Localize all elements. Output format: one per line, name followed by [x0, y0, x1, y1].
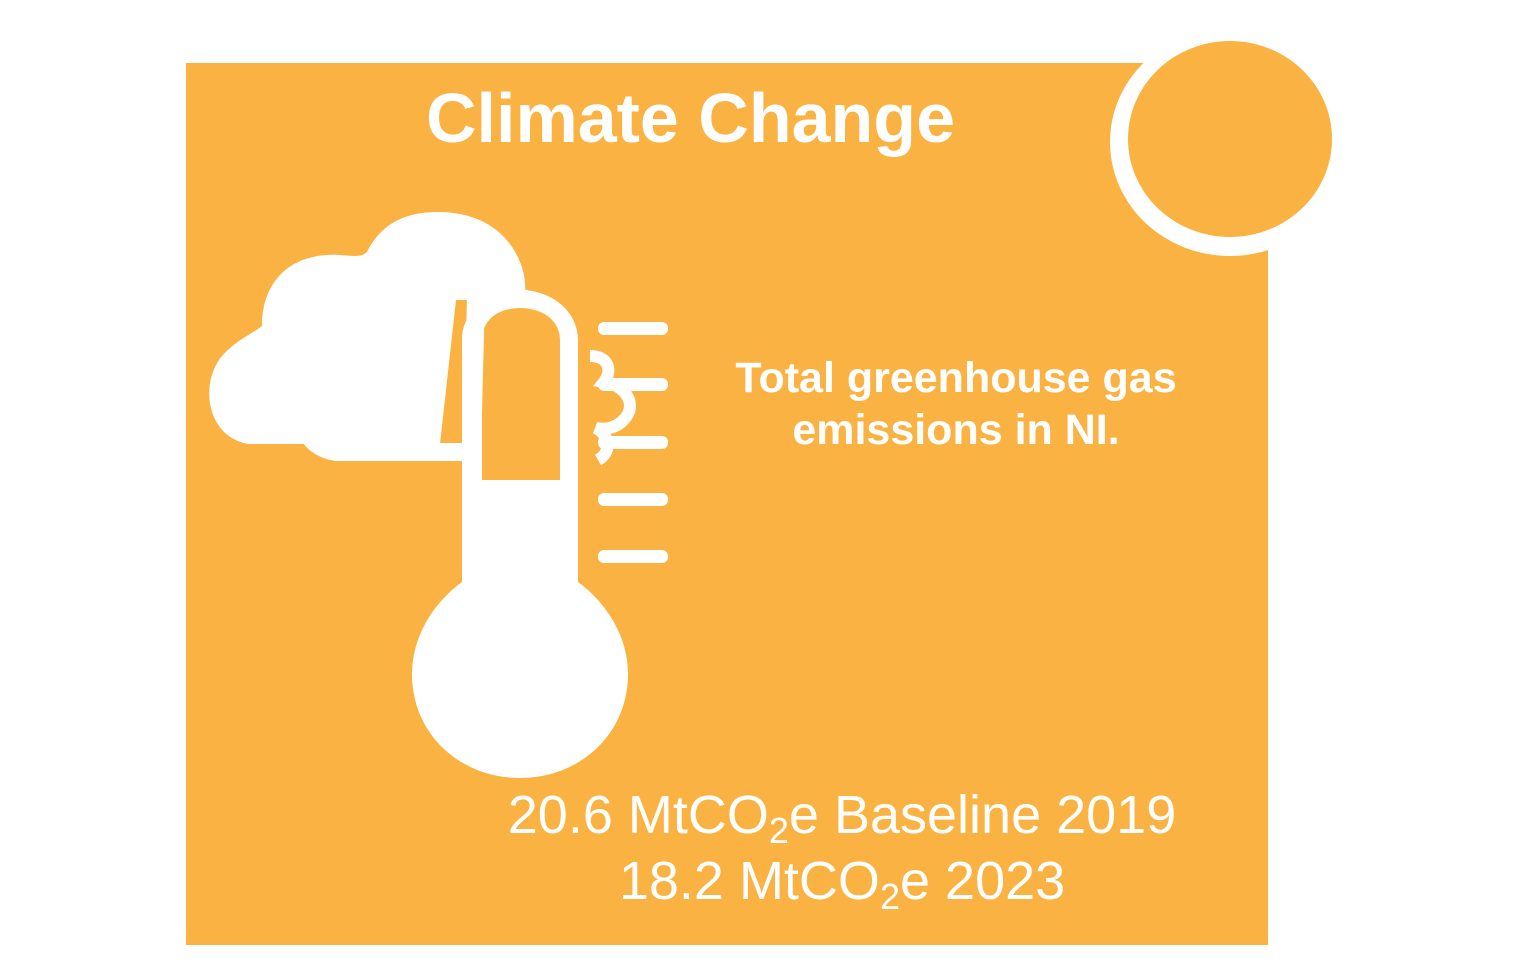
indicator-description: Total greenhouse gas emissions in NI.: [676, 352, 1236, 456]
description-line-2: emissions in NI.: [792, 406, 1120, 454]
climate-change-card: [186, 63, 1268, 945]
badge-circle: [1128, 41, 1332, 237]
card-title: Climate Change: [426, 79, 955, 157]
figure-label: 2023: [945, 851, 1066, 911]
figure-value: 20.6: [507, 785, 613, 845]
cloud-icon: [209, 212, 636, 466]
figure-unit: MtCO2e: [627, 785, 819, 851]
figure-value: 18.2: [618, 851, 724, 911]
figure-unit: MtCO2e: [738, 851, 931, 917]
figure-baseline: 20.6 MtCO2e Baseline 2019: [436, 782, 1248, 851]
figure-latest: 18.2 MtCO2e 2023: [436, 848, 1248, 917]
thermometer-icon: [412, 290, 668, 778]
climate-illustration: [209, 212, 668, 778]
description-line-1: Total greenhouse gas: [735, 354, 1177, 402]
figure-label: Baseline 2019: [833, 785, 1177, 845]
emission-figures: 20.6 MtCO2e Baseline 2019 18.2 MtCO2e 20…: [436, 782, 1248, 917]
